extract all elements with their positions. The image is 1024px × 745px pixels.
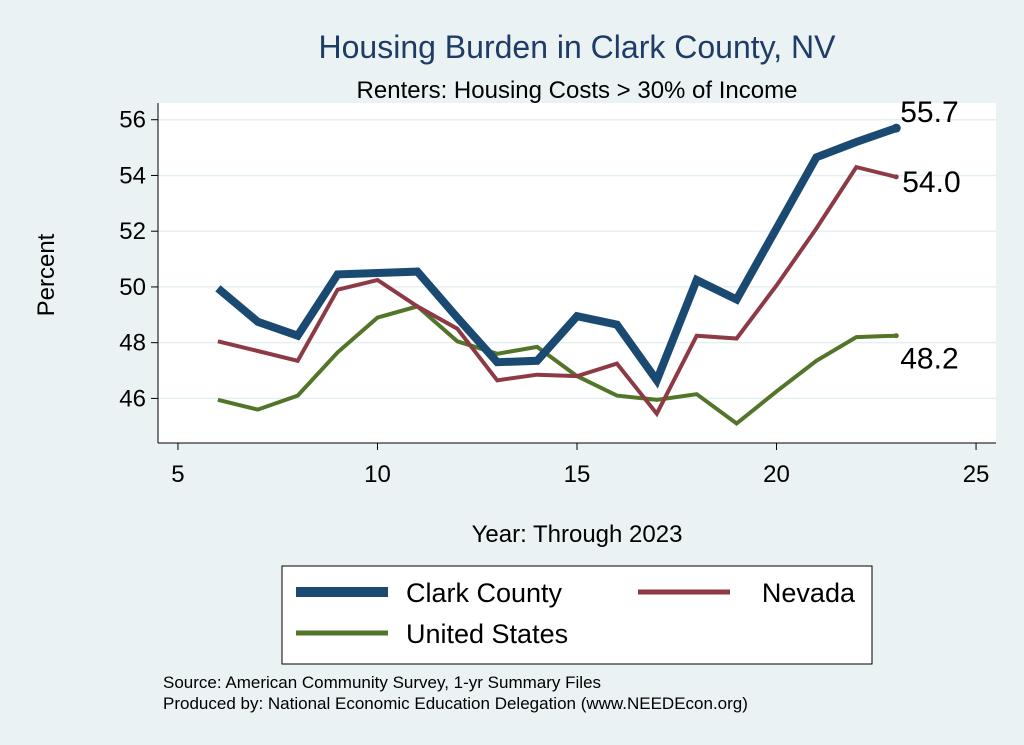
chart-subtitle: Renters: Housing Costs > 30% of Income <box>357 77 798 104</box>
producer-note: Produced by: National Economic Education… <box>163 694 748 713</box>
gridlines <box>158 118 996 400</box>
series-end-point-united-states <box>893 333 899 339</box>
legend: Clark County Nevada United States <box>281 565 873 665</box>
chart-title: Housing Burden in Clark County, NV <box>319 29 837 65</box>
end-label-united-states: 48.2 <box>900 343 958 376</box>
end-label-clark-county: 55.7 <box>900 96 958 129</box>
x-tick-label-10: 10 <box>364 461 391 488</box>
end-label-nevada: 54.0 <box>902 166 960 199</box>
x-tick-label-25: 25 <box>963 461 990 488</box>
series-line-united-states <box>217 304 897 427</box>
y-tick-label-54: 54 <box>119 162 146 189</box>
y-tick-label-48: 48 <box>119 330 146 357</box>
legend-items: Clark County Nevada United States <box>296 578 856 649</box>
series-end-point-clark-county <box>891 123 901 133</box>
x-tick-label-20: 20 <box>763 461 790 488</box>
legend-label-nevada: Nevada <box>762 578 856 608</box>
end-labels: 48.2 54.0 55.7 <box>900 96 960 376</box>
legend-box <box>281 565 873 665</box>
series-end-point-nevada <box>893 174 899 180</box>
y-tick-label-56: 56 <box>119 107 146 134</box>
y-tick-label-50: 50 <box>119 274 146 301</box>
y-axis-ticks: 46 48 50 52 54 56 <box>119 107 158 412</box>
x-axis-ticks: 5 10 15 20 25 <box>171 443 989 488</box>
plot-area <box>158 103 996 443</box>
x-axis-title: Year: Through 2023 <box>472 521 683 548</box>
x-tick-label-15: 15 <box>564 461 591 488</box>
series-line-nevada <box>217 164 897 418</box>
legend-label-clark-county: Clark County <box>406 578 563 608</box>
data-series <box>215 123 901 427</box>
y-tick-label-46: 46 <box>119 385 146 412</box>
x-tick-label-5: 5 <box>171 461 184 488</box>
source-note: Source: American Community Survey, 1-yr … <box>163 673 601 692</box>
series-line-clark-county <box>215 124 898 389</box>
y-tick-label-52: 52 <box>119 218 146 245</box>
y-axis-title: Percent <box>33 233 60 316</box>
legend-label-united-states: United States <box>406 619 568 649</box>
